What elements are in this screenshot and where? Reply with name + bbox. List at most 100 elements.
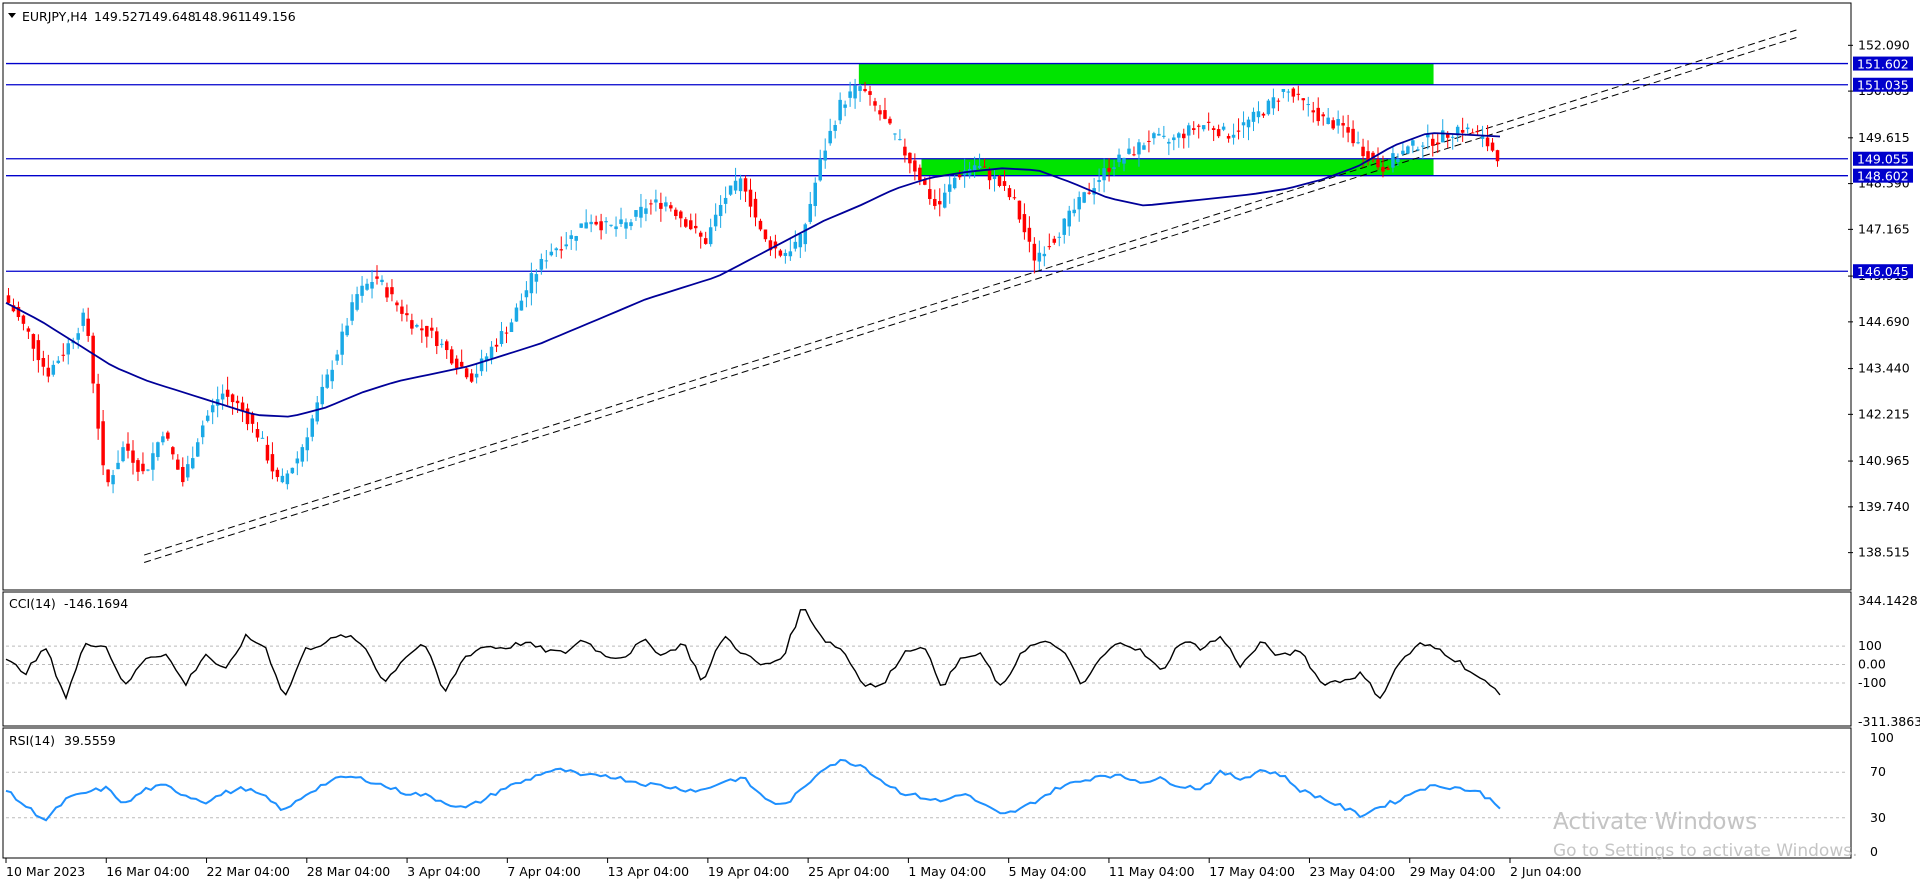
candle-body — [544, 260, 549, 262]
candle-body — [1436, 142, 1440, 145]
price-tick-label: 152.090 — [1858, 37, 1910, 52]
candle-body — [240, 402, 245, 411]
candle-body — [1107, 167, 1111, 172]
candle-body — [853, 85, 857, 99]
candle-body — [1007, 188, 1012, 198]
candle-body — [1421, 145, 1425, 147]
candle-body — [340, 331, 344, 355]
candle-body — [76, 333, 80, 340]
candle-body — [1142, 145, 1146, 150]
candle-body — [1167, 141, 1171, 144]
candle-body — [883, 110, 887, 119]
candle-body — [46, 367, 51, 377]
time-tick-label: 13 Apr 04:00 — [608, 864, 690, 879]
candle-body — [1326, 117, 1330, 125]
candle-body — [654, 199, 658, 203]
candle-body — [923, 179, 927, 185]
candle-body — [230, 394, 235, 403]
candle-body — [1082, 192, 1086, 203]
candle-body — [1371, 152, 1375, 159]
rsi-panel-frame — [2, 727, 1852, 859]
time-tick-label: 7 Apr 04:00 — [507, 864, 581, 879]
candle-body — [947, 184, 952, 192]
candle-body — [435, 331, 439, 347]
candle-body — [1037, 252, 1042, 262]
candle-body — [1296, 93, 1301, 95]
candle-body — [579, 223, 583, 228]
candle-body — [469, 373, 474, 382]
candle-body — [584, 222, 588, 229]
candle-body — [1256, 111, 1261, 118]
candle-body — [1495, 150, 1500, 162]
candle-body — [310, 418, 315, 437]
time-tick-label: 1 May 04:00 — [908, 864, 986, 879]
candle-body — [977, 165, 982, 168]
candle-body — [106, 469, 110, 483]
candle-body — [1261, 113, 1266, 116]
close-value: 149.156 — [244, 9, 296, 24]
candle-body — [400, 306, 404, 314]
rsi-value: 39.5559 — [64, 733, 116, 748]
candle-body — [733, 180, 738, 191]
candle-body — [499, 331, 504, 345]
candle-body — [200, 425, 205, 438]
candle-body — [609, 224, 613, 226]
candle-body — [166, 432, 170, 439]
candle-body — [858, 86, 862, 91]
candle-body — [833, 125, 837, 131]
candle-body — [1366, 151, 1370, 162]
candle-body — [933, 199, 937, 206]
candle-body — [803, 224, 808, 245]
candle-body — [599, 221, 603, 231]
candle-body — [305, 437, 310, 451]
watermark-title: Activate Windows — [1553, 809, 1757, 835]
high-value: 149.648 — [144, 9, 196, 24]
candle-body — [1431, 138, 1435, 146]
candle-body — [380, 279, 384, 282]
open-value: 149.527 — [94, 9, 146, 24]
candle-body — [838, 99, 842, 121]
candle-body — [1246, 119, 1251, 128]
candle-body — [41, 358, 46, 367]
price-tick-label: 140.965 — [1858, 453, 1910, 468]
candle-body — [559, 249, 564, 251]
candle-body — [952, 177, 957, 189]
rsi-label: RSI(14) — [9, 733, 55, 748]
candle-body — [1002, 181, 1007, 186]
candle-body — [524, 290, 529, 298]
candle-body — [928, 189, 932, 199]
candle-body — [1426, 134, 1430, 138]
price-tick-label: 142.215 — [1858, 406, 1910, 421]
candle-body — [549, 251, 554, 256]
candle-body — [1386, 168, 1390, 170]
candle-body — [1226, 135, 1231, 139]
candle-body — [290, 467, 295, 474]
candle-body — [1376, 159, 1380, 168]
candle-body — [101, 421, 105, 466]
candle-body — [1480, 134, 1485, 139]
moving-average-line — [5, 132, 1501, 418]
candle-body — [594, 221, 598, 225]
candle-body — [280, 475, 285, 483]
symbol-label: EURJPY,H4 — [22, 9, 88, 24]
candle-body — [26, 328, 31, 332]
candle-body — [564, 244, 568, 247]
candle-body — [1137, 142, 1141, 155]
chart-menu-arrow-icon[interactable] — [8, 13, 16, 18]
candle-body — [176, 459, 180, 470]
candle-body — [295, 458, 300, 464]
candle-body — [753, 198, 758, 218]
candle-body — [96, 383, 100, 429]
candle-body — [848, 91, 852, 98]
cci-tick-label: 344.1428 — [1858, 593, 1918, 608]
time-axis: 10 Mar 2023 16 Mar 04:00 22 Mar 04:00 28 Ma… — [5, 858, 1582, 879]
candle-body — [1251, 111, 1256, 122]
candle-body — [669, 205, 673, 209]
candle-body — [425, 325, 429, 337]
candle-body — [479, 358, 484, 372]
candle-body — [1276, 100, 1281, 102]
candle-body — [728, 185, 733, 195]
candle-body — [634, 210, 638, 217]
candle-body — [205, 415, 210, 421]
